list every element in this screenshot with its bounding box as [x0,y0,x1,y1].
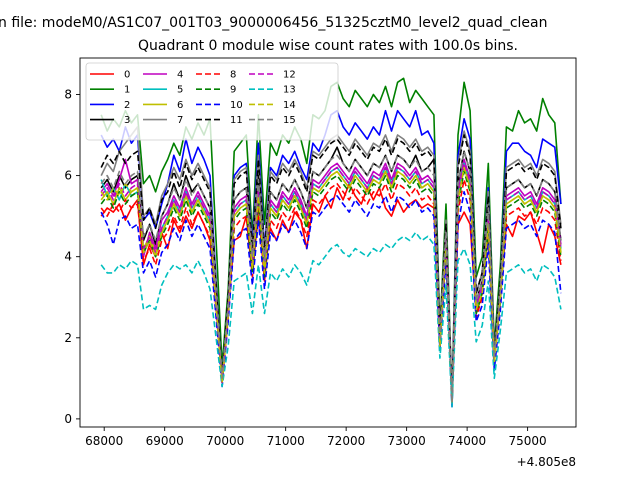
x-axis: 68000 69000 70000 71000 72000 73000 74000 75000 [85,427,547,448]
x-tick-label: 70000 [206,434,244,448]
y-tick-label: 6 [64,169,72,183]
legend-label-12: 12 [283,70,296,81]
legend-label-7: 7 [177,115,183,126]
legend-label-11: 11 [230,115,243,126]
series-line-13 [100,231,562,408]
legend-label-2: 2 [124,100,130,111]
legend-label-13: 13 [283,85,296,96]
x-tick-label: 69000 [146,434,184,448]
x-tick-label: 68000 [85,434,123,448]
series-line-10 [100,191,562,408]
series-line-11 [100,134,562,404]
y-axis: 0 2 4 6 8 [64,87,80,426]
legend-box [85,62,339,141]
x-tick-label: 73000 [388,434,426,448]
x-tick-label: 74000 [448,434,486,448]
legend-label-5: 5 [177,85,183,96]
legend-label-3: 3 [124,115,130,126]
y-tick-label: 2 [64,331,72,345]
legend-label-4: 4 [177,70,183,81]
legend-label-8: 8 [230,70,236,81]
series-line-14 [100,166,562,404]
plot-frame [79,57,577,428]
legend-label-6: 6 [177,100,183,111]
chart-title: Quadrant 0 module wise count rates with … [138,38,518,54]
x-offset-label: +4.805e8 [517,455,576,469]
y-tick-label: 0 [64,412,72,426]
legend-label-1: 1 [124,85,130,96]
series-line-15 [100,150,562,404]
legend-label-0: 0 [124,70,130,81]
legend-label-14: 14 [283,100,296,111]
x-tick-label: 75000 [509,434,547,448]
y-tick-label: 8 [64,87,72,101]
series-line-12 [100,162,562,404]
x-tick-label: 71000 [267,434,305,448]
y-tick-label: 4 [64,250,72,264]
legend-label-15: 15 [283,115,296,126]
x-tick-label: 72000 [327,434,365,448]
legend-label-10: 10 [230,100,243,111]
series-line-8 [100,178,562,404]
legend-label-9: 9 [230,85,236,96]
figure-suptitle: n file: modeM0/AS1C07_001T03_9000006456_… [0,15,547,31]
